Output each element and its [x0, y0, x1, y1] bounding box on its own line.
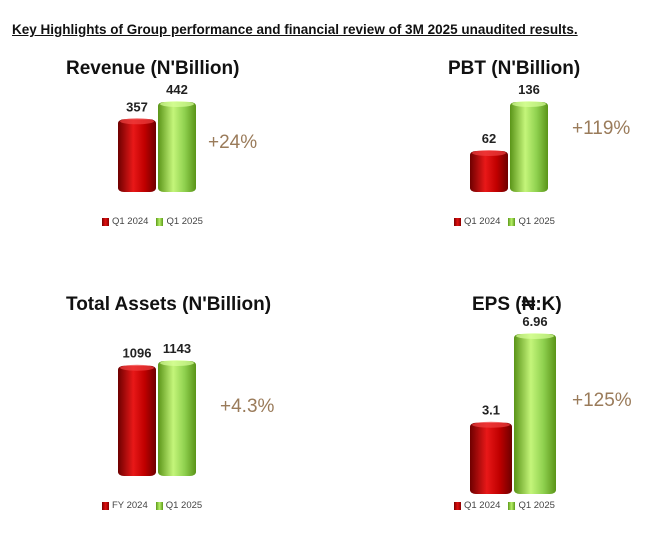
data-label: 3.1 — [482, 403, 500, 418]
data-label: 62 — [482, 131, 496, 146]
revenue-chart-title: Revenue (N'Billion) — [66, 58, 240, 79]
pbt-change: +119% — [572, 118, 631, 139]
legend-item: Q1 2024 — [454, 500, 500, 511]
eps-chart: EPS (₦:K) 3.1 6.96 +125% Q1 2024 Q1 2025 — [412, 294, 672, 534]
bar-top-highlight — [516, 333, 554, 339]
eps-chart-title: EPS (₦:K) — [472, 294, 562, 315]
legend-swatch-red — [102, 217, 109, 226]
page-title: Key Highlights of Group performance and … — [12, 22, 578, 37]
legend-swatch-green — [508, 217, 516, 226]
data-label: 357 — [126, 99, 148, 114]
bar-q1-2025 — [158, 102, 196, 192]
legend-label: Q1 2025 — [165, 500, 203, 511]
eps-chart-plot: 3.1 6.96 — [470, 314, 556, 494]
revenue-chart: Revenue (N'Billion) 357 442 +24% Q1 2024 … — [60, 58, 360, 298]
bar-q1-2025 — [514, 334, 556, 494]
bar-q1-2025 — [158, 361, 196, 476]
legend-item: Q1 2025 — [508, 500, 555, 511]
pbt-chart-title: PBT (N'Billion) — [448, 58, 581, 79]
legend-item: Q1 2025 — [508, 216, 555, 227]
data-label: 136 — [518, 82, 540, 97]
total-assets-change: +4.3% — [220, 396, 275, 417]
legend-swatch-red — [102, 501, 109, 510]
bar-q1-2025 — [510, 102, 548, 192]
legend-swatch-red — [454, 501, 461, 510]
legend-item: Q1 2025 — [155, 500, 203, 511]
pbt-chart: PBT (N'Billion) 62 136 +119% Q1 2024 Q1 2… — [412, 58, 672, 298]
bar-q1-2024 — [470, 150, 508, 192]
revenue-legend: Q1 2024 Q1 2025 — [102, 216, 203, 227]
eps-change: +125% — [572, 390, 632, 411]
data-label: 442 — [166, 82, 188, 97]
legend-label: Q1 2025 — [518, 216, 555, 227]
bar-top-highlight — [472, 421, 510, 428]
bar-top-highlight — [160, 101, 194, 107]
total-assets-chart-plot: 1096 1143 — [118, 341, 196, 476]
pbt-legend: Q1 2024 Q1 2025 — [454, 216, 555, 227]
data-label: 6.96 — [522, 314, 547, 329]
pbt-chart-plot: 62 136 — [470, 82, 548, 192]
data-label: 1096 — [123, 346, 152, 361]
legend-label: Q1 2024 — [112, 216, 149, 227]
legend-label: Q1 2025 — [518, 500, 555, 511]
bar-top-highlight — [160, 360, 194, 366]
bar-top-highlight — [512, 101, 546, 107]
legend-swatch-green — [508, 501, 516, 510]
legend-item: Q1 2024 — [102, 216, 148, 227]
legend-swatch-red — [454, 217, 461, 226]
eps-legend: Q1 2024 Q1 2025 — [454, 500, 555, 511]
bar-q1-2024 — [118, 119, 156, 192]
data-label: 1143 — [163, 341, 191, 356]
bar-top-highlight — [472, 149, 506, 156]
bar-top-highlight — [120, 118, 154, 125]
legend-item: Q1 2024 — [454, 216, 500, 227]
bar-q1-2024 — [470, 422, 512, 494]
total-assets-chart-title: Total Assets (N'Billion) — [66, 294, 272, 315]
total-assets-chart: Total Assets (N'Billion) 1096 1143 +4.3% … — [60, 294, 360, 534]
legend-label: Q1 2024 — [464, 216, 501, 227]
legend-label: Q1 2024 — [464, 500, 501, 511]
legend-item: FY 2024 — [102, 500, 148, 511]
revenue-change: +24% — [208, 132, 258, 153]
legend-item: Q1 2025 — [156, 216, 203, 227]
legend-label: FY 2024 — [112, 500, 148, 511]
bar-top-highlight — [120, 364, 154, 371]
legend-swatch-green — [155, 501, 163, 510]
legend-swatch-green — [156, 217, 164, 226]
legend-label: Q1 2025 — [166, 216, 203, 227]
total-assets-legend: FY 2024 Q1 2025 — [102, 500, 202, 511]
revenue-chart-plot: 357 442 — [118, 82, 196, 192]
bar-fy-2024 — [118, 365, 156, 476]
